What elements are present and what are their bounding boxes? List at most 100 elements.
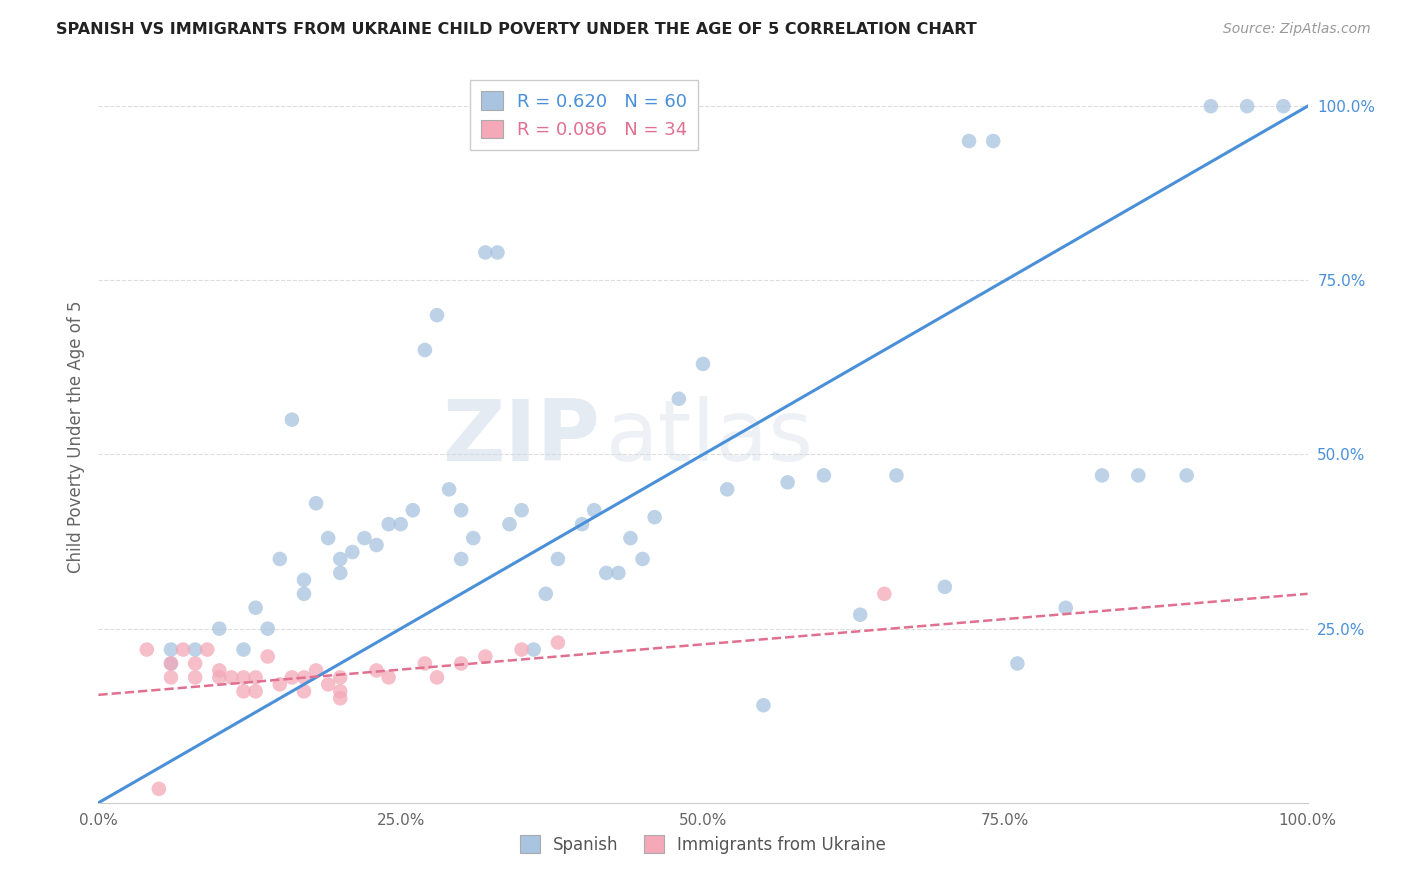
Point: [1175, 468, 1198, 483]
Point: [547, 635, 569, 649]
Point: [292, 587, 315, 601]
Point: [329, 566, 352, 580]
Text: SPANISH VS IMMIGRANTS FROM UKRAINE CHILD POVERTY UNDER THE AGE OF 5 CORRELATION : SPANISH VS IMMIGRANTS FROM UKRAINE CHILD…: [56, 22, 977, 37]
Point: [1007, 657, 1029, 671]
Point: [160, 670, 183, 684]
Point: [619, 531, 641, 545]
Point: [595, 566, 617, 580]
Point: [873, 587, 896, 601]
Point: [245, 684, 267, 698]
Point: [1128, 468, 1150, 483]
Point: [184, 657, 207, 671]
Point: [160, 657, 183, 671]
Point: [329, 691, 352, 706]
Point: [160, 657, 183, 671]
Point: [498, 517, 520, 532]
Point: [184, 670, 207, 684]
Point: [1199, 99, 1222, 113]
Point: [607, 566, 630, 580]
Y-axis label: Child Poverty Under the Age of 5: Child Poverty Under the Age of 5: [66, 301, 84, 574]
Point: [329, 670, 352, 684]
Point: [776, 475, 799, 490]
Legend: Spanish, Immigrants from Ukraine: Spanish, Immigrants from Ukraine: [513, 829, 893, 860]
Point: [547, 552, 569, 566]
Point: [292, 684, 315, 698]
Point: [232, 642, 254, 657]
Point: [208, 622, 231, 636]
Point: [437, 483, 460, 497]
Text: atlas: atlas: [606, 395, 814, 479]
Point: [148, 781, 170, 796]
Point: [353, 531, 375, 545]
Point: [1054, 600, 1077, 615]
Point: [426, 670, 449, 684]
Point: [316, 677, 339, 691]
Point: [172, 642, 194, 657]
Point: [232, 684, 254, 698]
Point: [208, 664, 231, 678]
Point: [184, 642, 207, 657]
Point: [534, 587, 557, 601]
Point: [934, 580, 956, 594]
Point: [523, 642, 546, 657]
Point: [450, 552, 472, 566]
Point: [316, 531, 339, 545]
Point: [1091, 468, 1114, 483]
Point: [305, 664, 328, 678]
Point: [195, 642, 218, 657]
Point: [631, 552, 654, 566]
Point: [389, 517, 412, 532]
Point: [342, 545, 364, 559]
Point: [486, 245, 509, 260]
Point: [256, 649, 278, 664]
Point: [413, 343, 436, 357]
Point: [813, 468, 835, 483]
Point: [292, 573, 315, 587]
Point: [377, 670, 399, 684]
Point: [269, 552, 291, 566]
Text: ZIP: ZIP: [443, 395, 600, 479]
Point: [1236, 99, 1258, 113]
Point: [474, 649, 496, 664]
Point: [413, 657, 436, 671]
Point: [269, 677, 291, 691]
Point: [329, 552, 352, 566]
Point: [281, 670, 304, 684]
Point: [692, 357, 714, 371]
Point: [957, 134, 980, 148]
Point: [450, 657, 472, 671]
Point: [377, 517, 399, 532]
Point: [221, 670, 243, 684]
Point: [245, 670, 267, 684]
Point: [245, 600, 267, 615]
Point: [292, 670, 315, 684]
Point: [402, 503, 425, 517]
Text: Source: ZipAtlas.com: Source: ZipAtlas.com: [1223, 22, 1371, 37]
Point: [849, 607, 872, 622]
Point: [366, 664, 388, 678]
Point: [981, 134, 1004, 148]
Point: [450, 503, 472, 517]
Point: [232, 670, 254, 684]
Point: [256, 622, 278, 636]
Point: [644, 510, 666, 524]
Point: [571, 517, 593, 532]
Point: [135, 642, 157, 657]
Point: [329, 684, 352, 698]
Point: [510, 642, 533, 657]
Point: [208, 670, 231, 684]
Point: [510, 503, 533, 517]
Point: [426, 308, 449, 322]
Point: [583, 503, 606, 517]
Point: [886, 468, 908, 483]
Point: [463, 531, 485, 545]
Point: [668, 392, 690, 406]
Point: [474, 245, 496, 260]
Point: [281, 412, 304, 426]
Point: [752, 698, 775, 713]
Point: [160, 642, 183, 657]
Point: [716, 483, 738, 497]
Point: [305, 496, 328, 510]
Point: [366, 538, 388, 552]
Point: [1272, 99, 1295, 113]
